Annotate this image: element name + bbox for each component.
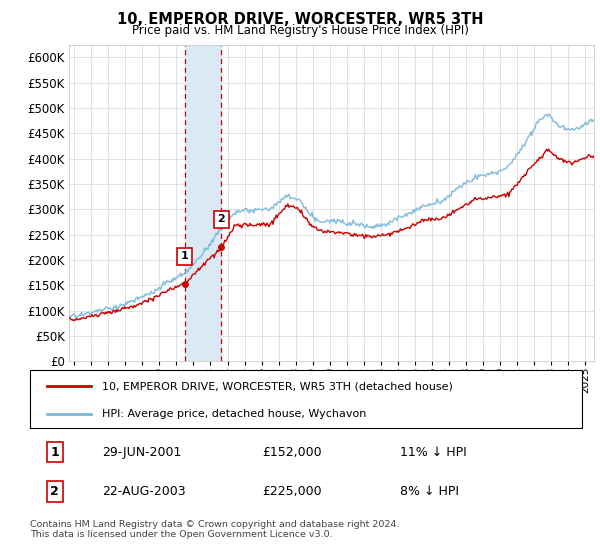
Text: HPI: Average price, detached house, Wychavon: HPI: Average price, detached house, Wych… <box>102 409 366 419</box>
Text: 10, EMPEROR DRIVE, WORCESTER, WR5 3TH (detached house): 10, EMPEROR DRIVE, WORCESTER, WR5 3TH (d… <box>102 381 452 391</box>
Text: 1: 1 <box>50 446 59 459</box>
Text: Contains HM Land Registry data © Crown copyright and database right 2024.
This d: Contains HM Land Registry data © Crown c… <box>30 520 400 539</box>
Text: 2: 2 <box>50 485 59 498</box>
Text: 8% ↓ HPI: 8% ↓ HPI <box>400 485 459 498</box>
Bar <box>185 45 221 361</box>
Text: 29-JUN-2001: 29-JUN-2001 <box>102 446 181 459</box>
Text: £152,000: £152,000 <box>262 446 322 459</box>
Text: £225,000: £225,000 <box>262 485 322 498</box>
Text: 2: 2 <box>218 214 225 225</box>
Text: Price paid vs. HM Land Registry's House Price Index (HPI): Price paid vs. HM Land Registry's House … <box>131 24 469 37</box>
Text: 22-AUG-2003: 22-AUG-2003 <box>102 485 185 498</box>
Text: 1: 1 <box>181 251 188 262</box>
Text: 10, EMPEROR DRIVE, WORCESTER, WR5 3TH: 10, EMPEROR DRIVE, WORCESTER, WR5 3TH <box>117 12 483 27</box>
Text: 11% ↓ HPI: 11% ↓ HPI <box>400 446 467 459</box>
FancyBboxPatch shape <box>30 370 582 428</box>
